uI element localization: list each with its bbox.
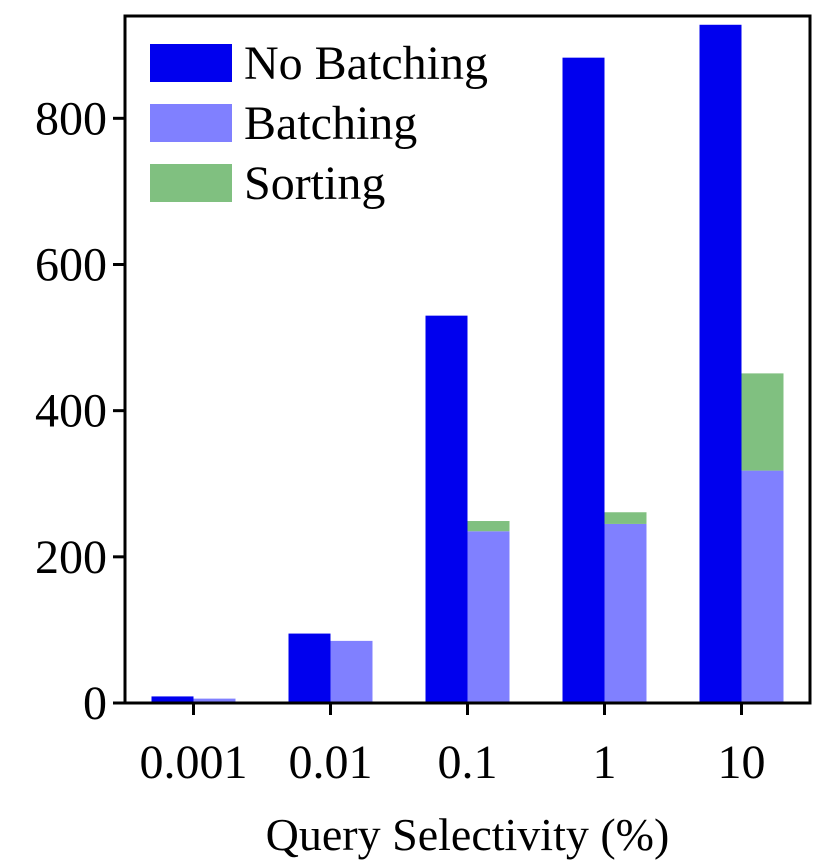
- legend-swatch-batching: [150, 104, 232, 142]
- y-tick-label: 600: [35, 238, 107, 291]
- x-tick-label: 1: [593, 736, 617, 789]
- legend-swatch-sorting: [150, 164, 232, 202]
- legend-label-sorting: Sorting: [244, 157, 385, 210]
- legend-label-no-batching: No Batching: [244, 37, 488, 90]
- bar-no-batching-10: [699, 24, 742, 704]
- bar-sorting-1: [604, 512, 647, 524]
- y-axis: 0 200 400 600 800: [35, 92, 125, 730]
- bar-batching-0.01: [330, 640, 373, 703]
- x-axis: 0.001 0.01 0.1 1 10: [140, 703, 766, 789]
- x-tick-label: 0.1: [438, 736, 498, 789]
- y-tick-label: 400: [35, 385, 107, 438]
- bar-batching-10: [741, 470, 784, 703]
- y-tick-label: 200: [35, 531, 107, 584]
- y-tick-label: 800: [35, 92, 107, 145]
- bar-no-batching-0.001: [151, 696, 194, 703]
- legend-label-batching: Batching: [244, 97, 417, 150]
- x-tick-label: 0.01: [289, 736, 373, 789]
- bar-batching-1: [604, 523, 647, 703]
- bar-no-batching-1: [562, 57, 605, 704]
- x-tick-label: 10: [718, 736, 766, 789]
- x-tick-label: 0.001: [140, 736, 248, 789]
- legend: No Batching Batching Sorting: [150, 37, 488, 210]
- y-tick-label: 0: [83, 677, 107, 730]
- bar-no-batching-0.01: [288, 633, 331, 703]
- bar-sorting-0.1: [467, 521, 510, 532]
- bar-sorting-10: [741, 373, 784, 471]
- legend-swatch-no-batching: [150, 44, 232, 82]
- x-axis-title: Query Selectivity (%): [266, 809, 670, 860]
- plot-frame: [123, 14, 812, 705]
- bar-no-batching-0.1: [425, 315, 468, 703]
- bar-batching-0.1: [467, 531, 510, 703]
- bars-layer: [151, 24, 784, 704]
- bar-batching-0.001: [193, 698, 236, 703]
